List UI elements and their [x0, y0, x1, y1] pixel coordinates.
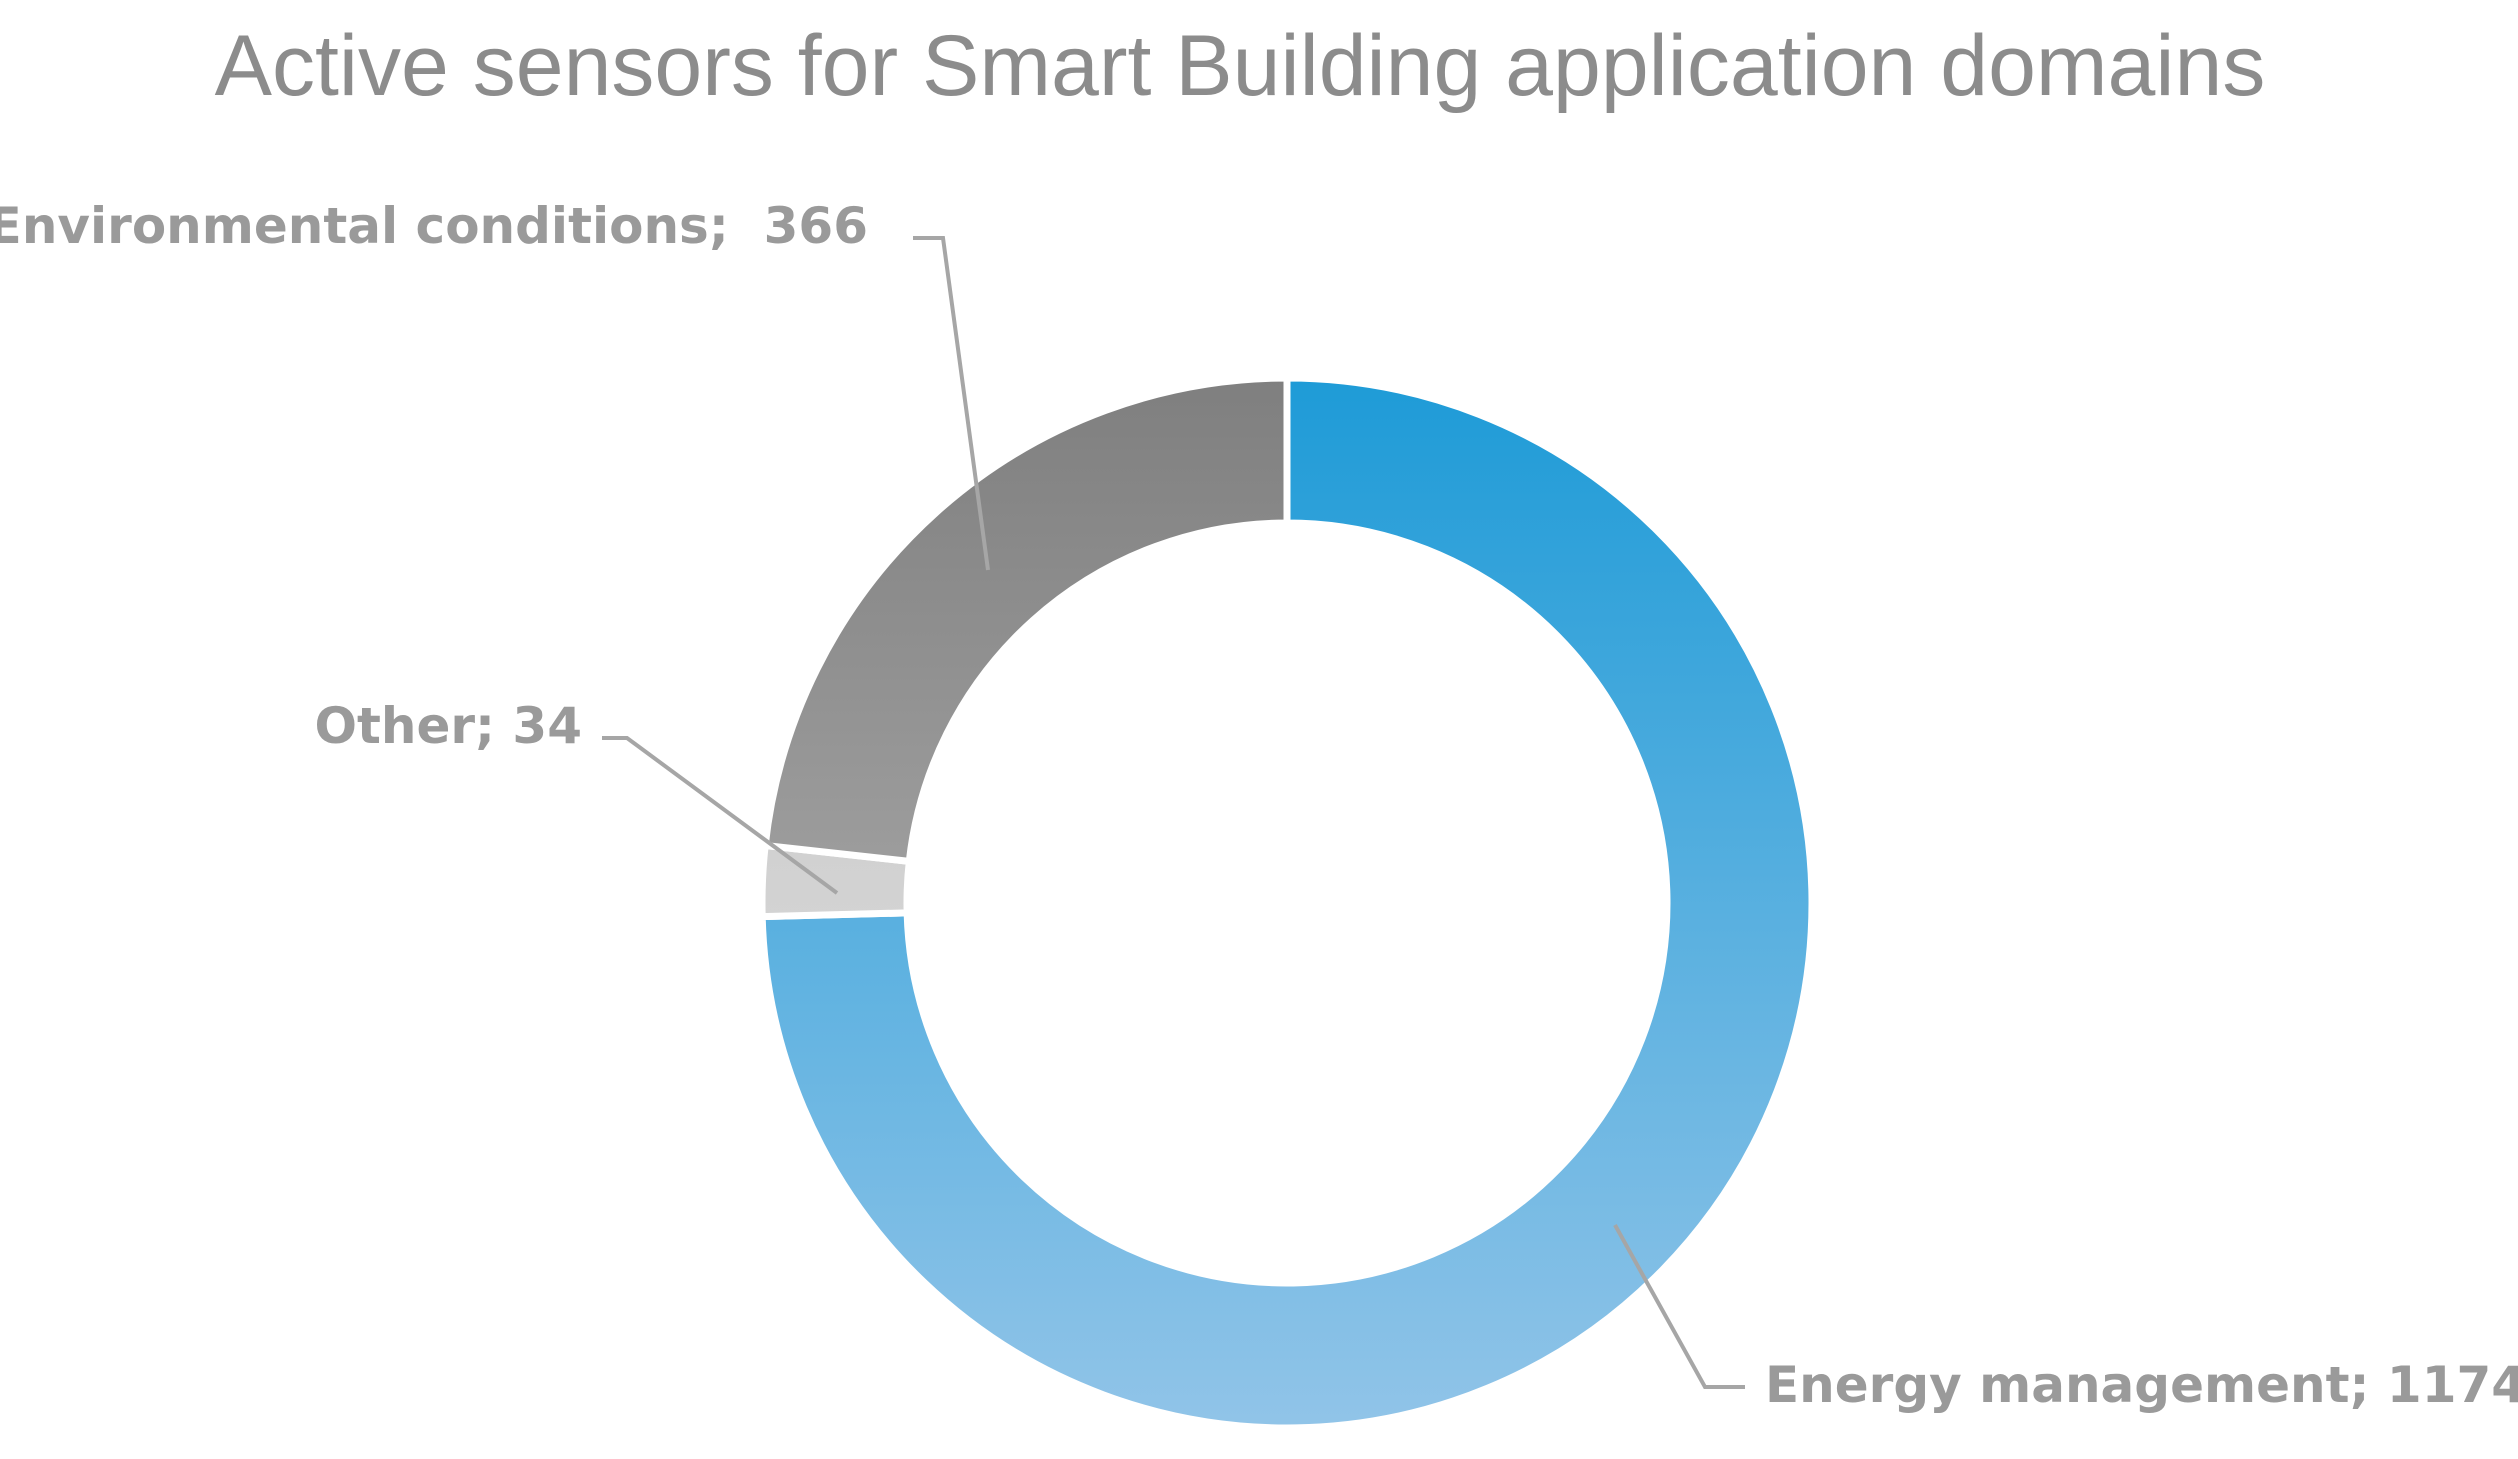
- leader-line-other: [602, 736, 839, 895]
- leaders-layer: [602, 236, 1745, 1389]
- leader-line-energy-management: [1613, 1224, 1745, 1389]
- data-label-other: Other; 34: [314, 697, 582, 755]
- chart-title: Active sensors for Smart Building applic…: [215, 18, 2266, 114]
- labels-layer: Energy management; 1174 Other; 34 Environm…: [0, 197, 2518, 1414]
- donut-slice-energy-management: [758, 374, 1816, 1432]
- leader-line-environmental-conditions: [913, 236, 990, 571]
- slices-layer: [758, 374, 1816, 1432]
- donut-slice-environmental-conditions: [761, 374, 1291, 866]
- data-label-environmental-conditions: Environmental conditions; 366: [0, 197, 868, 255]
- data-label-energy-management: Energy management; 1174: [1765, 1356, 2518, 1414]
